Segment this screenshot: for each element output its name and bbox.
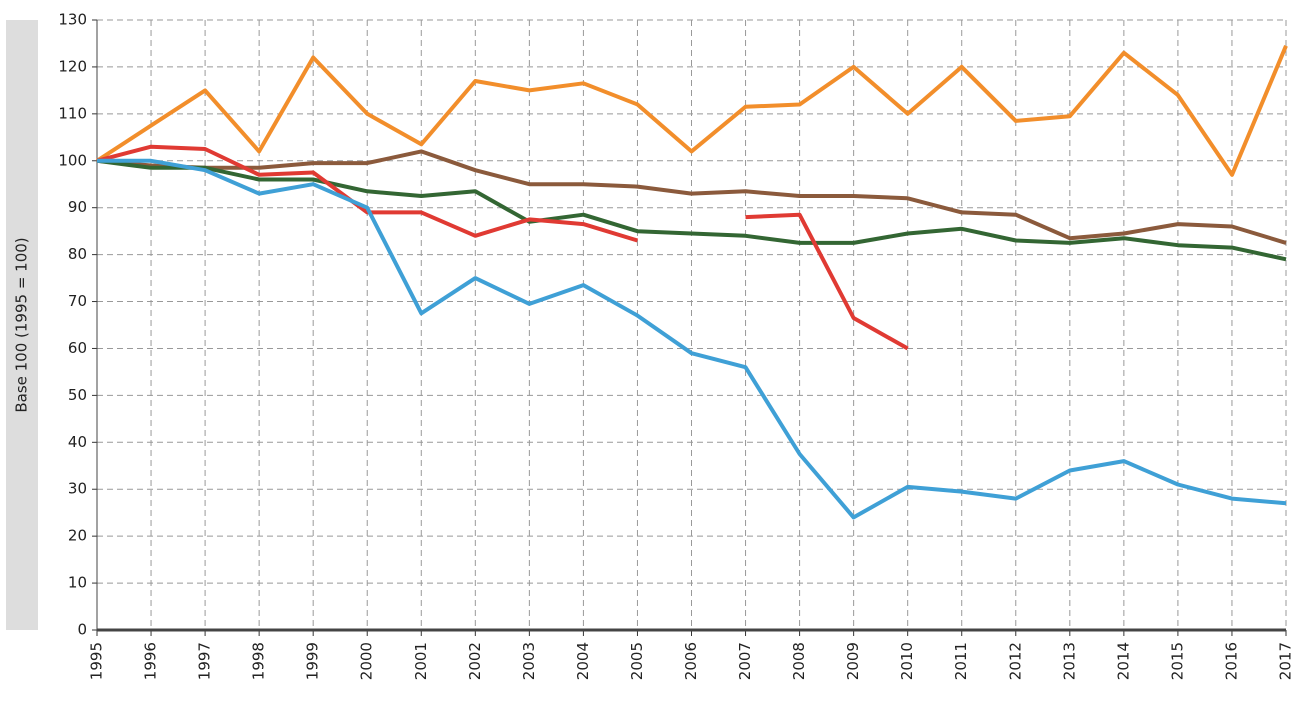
x-tick-label: 2004 xyxy=(574,642,592,680)
y-tick-label: 130 xyxy=(58,11,87,29)
y-tick-label: 50 xyxy=(68,386,87,404)
x-tick-label: 2013 xyxy=(1060,642,1078,680)
y-tick-label: 120 xyxy=(58,57,87,75)
x-tick-label: 1999 xyxy=(304,642,322,680)
x-tick-label: 2015 xyxy=(1168,642,1186,680)
y-label-band xyxy=(6,20,38,630)
y-tick-label: 80 xyxy=(68,245,87,263)
x-tick-label: 2002 xyxy=(466,642,484,680)
x-tick-label: 2003 xyxy=(520,642,538,680)
x-tick-label: 2011 xyxy=(952,642,970,680)
x-tick-label: 2009 xyxy=(844,642,862,680)
y-tick-label: 90 xyxy=(68,198,87,216)
series-line xyxy=(96,149,1287,245)
y-tick-label: 0 xyxy=(77,621,87,639)
y-tick-label: 40 xyxy=(68,433,87,451)
x-tick-label: 2000 xyxy=(358,642,376,680)
x-tick-label: 1997 xyxy=(196,642,214,680)
x-tick-label: 2014 xyxy=(1114,642,1132,680)
y-axis-label: Base 100 (1995 = 100) xyxy=(13,237,31,412)
x-tick-label: 2008 xyxy=(790,642,808,680)
x-tick-label: 1996 xyxy=(142,642,160,680)
x-tick-label: 2017 xyxy=(1277,642,1295,680)
y-tick-label: 60 xyxy=(68,339,87,357)
y-tick-label: 10 xyxy=(68,574,87,592)
y-tick-label: 100 xyxy=(58,151,87,169)
x-tick-label: 2006 xyxy=(682,642,700,680)
series-line xyxy=(95,45,1288,177)
x-tick-label: 2001 xyxy=(412,642,430,680)
series-line xyxy=(96,158,1287,262)
y-tick-label: 20 xyxy=(68,527,87,545)
x-tick-label: 2010 xyxy=(898,642,916,680)
x-tick-label: 2005 xyxy=(628,642,646,680)
x-tick-label: 2016 xyxy=(1222,642,1240,680)
y-tick-label: 30 xyxy=(68,480,87,498)
y-tick-label: 70 xyxy=(68,292,87,310)
series-line xyxy=(96,144,909,351)
x-tick-label: 1998 xyxy=(250,642,268,680)
x-tick-label: 1995 xyxy=(88,642,106,680)
series-line xyxy=(97,158,1287,520)
x-tick-label: 2007 xyxy=(736,642,754,680)
y-tick-label: 110 xyxy=(58,104,87,122)
x-tick-label: 2012 xyxy=(1006,642,1024,680)
